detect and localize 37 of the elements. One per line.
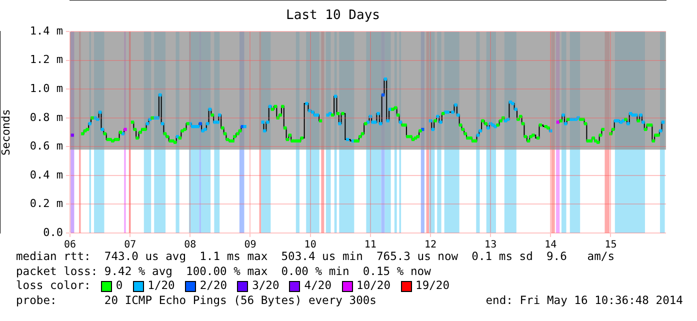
- legend-label: 1/20: [148, 279, 175, 294]
- x-tick-label: 06: [64, 240, 76, 251]
- y-tick-label: 1.4 m: [30, 24, 64, 38]
- y-tick-label: 0.4 m: [30, 168, 64, 182]
- point: [198, 122, 202, 126]
- legend-label: 10/20: [356, 279, 391, 294]
- text: packet loss: 9.42 % avg 100.00 % max 0.00 % min 0.15 % now: [16, 264, 432, 279]
- x-tick-label: 15: [604, 240, 617, 251]
- point: [381, 93, 385, 96]
- x-tick-label: 09: [244, 240, 256, 251]
- x-tick-label: 13: [484, 240, 497, 251]
- text: median rtt: 743.0 us avg 1.1 ms max 503.4 us min 765.3 us now 0.1 ms sd 9.6 am/s: [16, 250, 616, 264]
- legend-label: 19/20: [416, 279, 450, 294]
- x-tick-label: 08: [184, 240, 196, 251]
- x-tick-label: 12: [424, 240, 437, 251]
- legend-label: 0: [116, 279, 123, 294]
- x-tick-label: 07: [124, 240, 136, 251]
- text: probe: 20 ICMP Echo Pings (56 Bytes) every 300s: [16, 294, 376, 308]
- y-tick-label: 0.6 m: [30, 140, 64, 153]
- point: [556, 120, 560, 124]
- legend-label: 2/20: [200, 279, 228, 294]
- chart-title: Last 10 Days: [286, 8, 380, 24]
- legend-label: 3/20: [252, 279, 280, 294]
- x-tick-label: 10: [304, 240, 316, 251]
- x-tick-label: 11: [364, 240, 376, 251]
- x-tick-label: 14: [544, 240, 557, 251]
- y-axis-title: Seconds: [0, 109, 12, 156]
- y-tick-label: 0.8 m: [30, 110, 64, 124]
- y-tick-label: 1.2 m: [30, 53, 64, 66]
- y-tick-label: 0.0: [43, 226, 63, 239]
- text: end: Fri May 16 10:36:48 2014: [486, 294, 683, 308]
- y-tick-label: 1.0 m: [30, 82, 64, 95]
- legend-title: loss color:: [16, 279, 91, 294]
- legend-label: 4/20: [304, 279, 332, 294]
- y-tick-label: 0.2 m: [30, 197, 64, 210]
- point: [124, 128, 127, 131]
- point: [70, 134, 74, 137]
